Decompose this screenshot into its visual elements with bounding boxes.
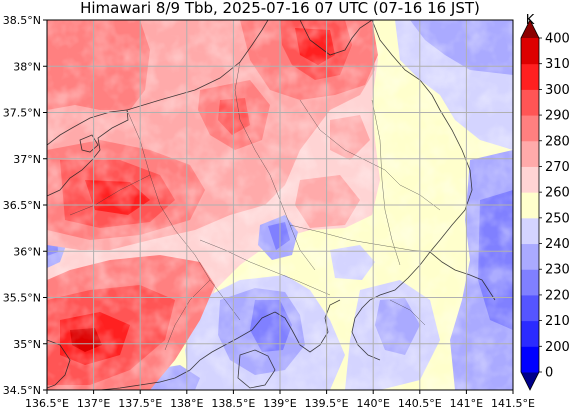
colorbar-tick-label: 220 [545,288,570,303]
lon-tick-label: 136.5°E [25,397,69,409]
boundary-lines [69,61,441,351]
colorbar-swatch [521,192,539,219]
lon-tick-label: 139°E [263,397,296,409]
lon-tick-label: 140.5°E [398,397,442,409]
lon-tick-label: 140°E [356,397,389,409]
lat-tick-label: 38°N [13,60,41,73]
gridlines [47,20,513,390]
lon-tick-label: 137.5°E [118,397,162,409]
lat-tick-label: 34.5°N [3,384,41,397]
colorbar-swatch [521,269,539,296]
lon-tick-label: 139.5°E [305,397,349,409]
colorbar-tick-label: 280 [545,134,570,149]
colorbar-tick-label: 300 [545,83,570,98]
lat-tick-label: 36.5°N [3,199,41,212]
colorbar: K 02002102202302402502602702802903003104… [520,13,570,391]
colorbar-extension-low [521,372,539,390]
colorbar-swatch [521,243,539,270]
colorbar-tick-label: 240 [545,237,570,252]
colorbar-tick-label: 260 [545,186,570,201]
lon-tick-label: 138°E [170,397,203,409]
colorbar-swatches [520,19,540,391]
colorbar-tick-label: 310 [545,57,570,72]
colorbar-swatch [521,294,539,322]
longitude-axis: 136.5°E 137°E 137.5°E 138°E 138.5°E 139°E 139.… [25,390,535,409]
lat-tick-label: 38.5°N [3,14,41,27]
lat-tick-label: 37°N [13,153,41,166]
colorbar-swatch [521,166,539,193]
colorbar-tick-label: 290 [545,109,570,124]
colorbar-swatch [521,115,539,142]
colorbar-swatch [521,63,539,90]
colorbar-tick-labels: 0 200 210 220 230 240 250 260 270 280 290 300 310 400 [539,32,570,381]
colorbar-tick-label: 230 [545,263,570,278]
colorbar-swatch [521,140,539,167]
lat-tick-label: 36°N [13,245,41,258]
colorbar-swatch [521,346,539,373]
colorbar-tick-label: 400 [545,32,570,47]
lon-tick-label: 138.5°E [211,397,255,409]
lon-tick-label: 137°E [77,397,110,409]
colorbar-swatch [521,217,539,245]
colorbar-tick-label: 270 [545,160,570,175]
colorbar-tick-label: 200 [545,340,570,355]
colorbar-swatch [521,320,539,347]
colorbar-tick-label: 0 [545,366,553,381]
figure-title: Himawari 8/9 Tbb, 2025-07-16 07 UTC (07-… [80,0,480,17]
latitude-axis: 38.5°N 38°N 37.5°N 37°N 36.5°N 36°N 35.5°N 35°N… [3,14,47,397]
lon-tick-label: 141.5°E [491,397,535,409]
colorbar-tick-label: 250 [545,211,570,226]
lat-tick-label: 37.5°N [3,107,41,120]
colorbar-tick-label: 210 [545,314,570,329]
lat-tick-label: 35°N [13,338,41,351]
colorbar-extension-high [521,20,539,38]
lon-tick-label: 141°E [450,397,483,409]
colorbar-swatch [521,89,539,116]
colorbar-swatch [521,38,539,65]
lat-tick-label: 35.5°N [3,292,41,305]
